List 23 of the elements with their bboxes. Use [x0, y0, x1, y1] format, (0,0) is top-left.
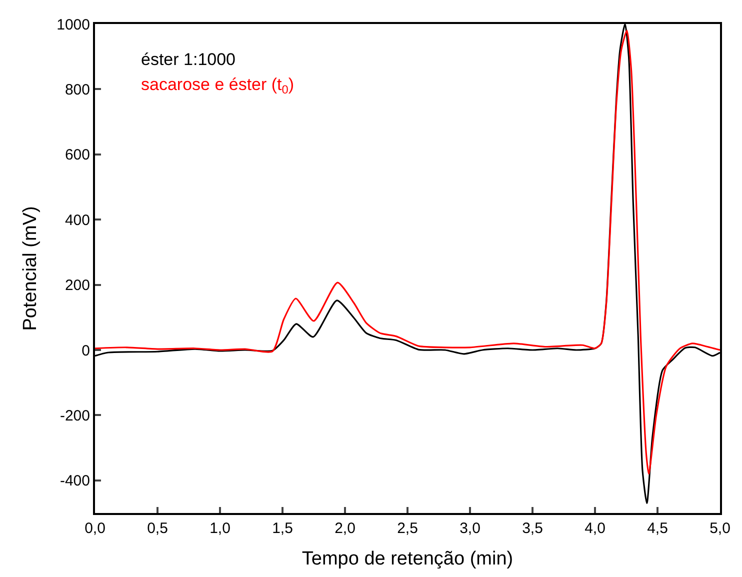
x-tick-label: 1,0 [210, 520, 230, 537]
x-tick-label: 2,5 [397, 520, 418, 537]
x-tick-label: 4,5 [647, 520, 668, 537]
y-tick-label: -400 [60, 472, 90, 490]
x-tick-label: 2,0 [334, 520, 356, 537]
text: sacarose e éster (t$_{0}$) [141, 75, 294, 97]
x-tick-label: 3,0 [460, 520, 480, 537]
y-tick-label: 1000 [56, 16, 90, 34]
text: éster 1:1000 [141, 50, 236, 69]
x-axis-title: Tempo de retenção (min) [302, 548, 514, 570]
y-tick-label: 400 [64, 212, 90, 229]
x-tick-label: 5,0 [710, 520, 730, 537]
x-tick-label: 0,5 [147, 520, 168, 537]
x-tick-label: 0,0 [84, 520, 106, 537]
y-tick-label: -200 [60, 407, 90, 424]
x-tick-label: 1,5 [272, 520, 293, 537]
y-tick-label: 600 [64, 146, 90, 164]
y-axis-title: Potencial (mV) [20, 206, 41, 331]
y-tick-label: 800 [64, 81, 90, 98]
y-tick-label: 0 [82, 342, 90, 360]
x-tick-label: 3,5 [522, 520, 543, 537]
y-tick-label: 200 [64, 277, 90, 294]
x-tick-label: 4,0 [584, 520, 606, 537]
